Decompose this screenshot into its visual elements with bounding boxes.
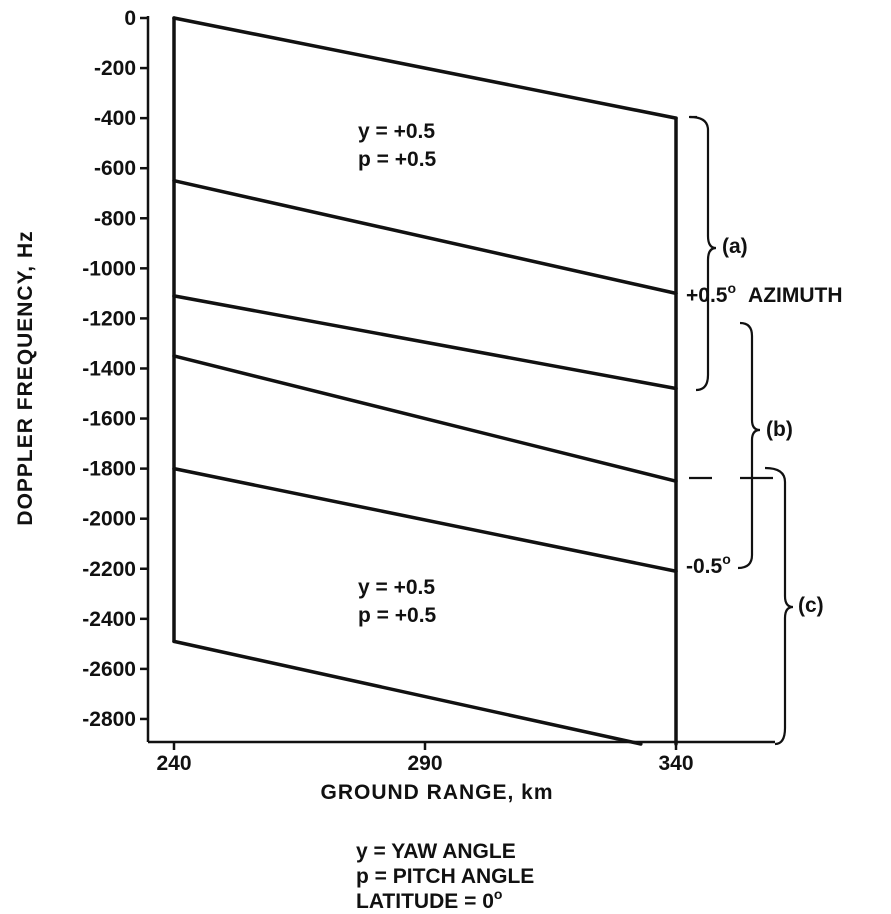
x-axis-title: GROUND RANGE, km [320,781,553,804]
lower-yaw-annotation: y = +0.5 [358,576,435,599]
note-latitude-degree: o [494,886,503,902]
y-tick-label: -200 [94,57,136,80]
bracket-a [689,115,717,392]
azimuth-plus-value: +0.5 [686,284,728,307]
note-pitch: p = PITCH ANGLE [356,865,534,888]
note-yaw: y = YAW ANGLE [356,840,516,863]
x-ticks: 240 290 340 [156,742,694,775]
series-line-1 [172,178,678,296]
bracket-c [764,466,794,746]
azimuth-plus-label: +0.5o AZIMUTH [686,280,843,307]
bracket-a-label: (a) [722,235,748,258]
y-tick-label: -1400 [82,357,136,380]
y-tick-label: -400 [94,107,136,130]
y-tick-label: -1800 [82,458,136,481]
series-line-4 [172,466,678,574]
series-line-3 [172,354,678,483]
y-ticks: 0 -200 -400 -600 -800 -1000 -1200 -1400 -1600 -18… [82,7,148,731]
azimuth-plus-degree: o [727,280,736,296]
azimuth-plus-bg [683,281,883,309]
y-tick-label: -600 [94,157,136,180]
x-tick-label: 340 [658,752,693,775]
upper-pitch-annotation: p = +0.5 [358,148,437,171]
y-tick-label: -1000 [82,257,136,280]
lower-pitch-annotation: p = +0.5 [358,604,437,627]
azimuth-word: AZIMUTH [748,284,842,307]
x-tick-label: 240 [156,752,191,775]
y-tick-label: -2800 [82,708,136,731]
azimuth-minus-value: -0.5 [686,555,723,578]
y-tick-label: -1200 [82,307,136,330]
y-tick-label: -2600 [82,658,136,681]
y-tick-label: -2400 [82,608,136,631]
series-lines [172,16,678,746]
y-axis-title: DOPPLER FREQUENCY, Hz [14,230,37,525]
y-tick-label: -2200 [82,558,136,581]
azimuth-minus-degree: o [722,551,731,567]
upper-yaw-annotation: y = +0.5 [358,120,435,143]
series-line-2 [172,294,678,391]
y-tick-label: -1600 [82,408,136,431]
azimuth-minus-label: -0.5o [686,551,731,578]
azimuth-minus-bg [683,552,749,580]
note-latitude: LATITUDE = 0o [356,886,502,913]
bracket-b-label: (b) [766,418,793,441]
series-line-0 [172,16,678,120]
y-tick-label: -800 [94,207,136,230]
y-tick-label: 0 [124,7,136,30]
bracket-b [737,321,761,570]
y-tick-label: -2000 [82,508,136,531]
x-tick-label: 290 [407,752,442,775]
note-latitude-text: LATITUDE = 0 [356,890,494,913]
series-line-5 [172,639,643,746]
bracket-c-label: (c) [798,594,824,617]
